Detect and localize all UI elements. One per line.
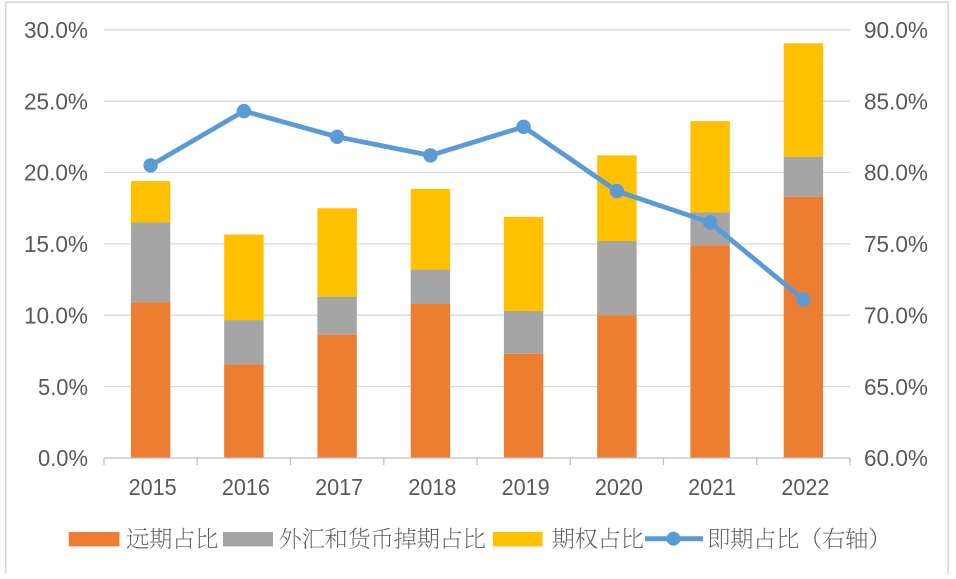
svg-text:10.0%: 10.0% [24,302,88,328]
svg-text:20.0%: 20.0% [24,160,88,186]
svg-text:30.0%: 30.0% [24,17,88,43]
svg-text:25.0%: 25.0% [24,88,88,114]
svg-text:5.0%: 5.0% [38,374,88,400]
svg-text:2015: 2015 [129,474,177,500]
svg-text:70.0%: 70.0% [864,302,928,328]
svg-text:2017: 2017 [315,474,363,500]
svg-text:60.0%: 60.0% [864,445,928,471]
svg-text:0.0%: 0.0% [38,445,88,471]
svg-text:85.0%: 85.0% [864,88,928,114]
svg-text:80.0%: 80.0% [864,160,928,186]
svg-text:2021: 2021 [688,474,736,500]
svg-text:65.0%: 65.0% [864,374,928,400]
svg-text:2019: 2019 [502,474,550,500]
svg-text:15.0%: 15.0% [24,231,88,257]
svg-text:2022: 2022 [781,474,829,500]
svg-text:2020: 2020 [595,474,643,500]
svg-text:90.0%: 90.0% [864,17,928,43]
svg-text:2016: 2016 [222,474,270,500]
svg-text:75.0%: 75.0% [864,231,928,257]
svg-text:2018: 2018 [408,474,456,500]
